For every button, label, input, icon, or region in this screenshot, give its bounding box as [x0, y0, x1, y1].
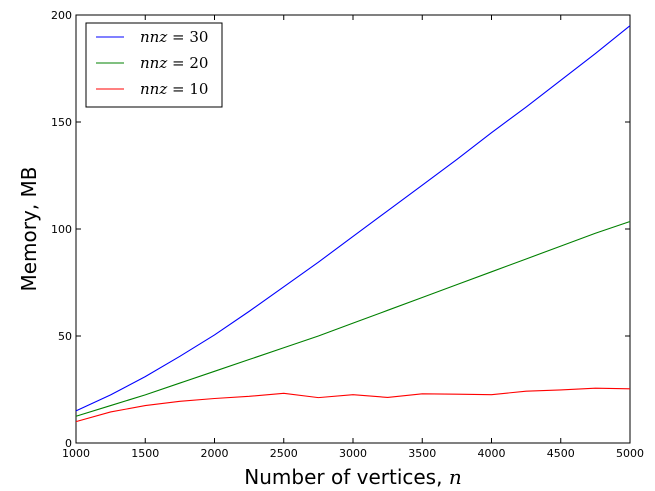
legend: nnz = 30 nnz = 20 nnz = 10 — [85, 22, 223, 108]
series-line — [75, 25, 631, 412]
x-axis-label: Number of vertices, n — [244, 465, 461, 489]
x-tick-label: 1500 — [131, 447, 159, 460]
x-tick-label: 4000 — [478, 447, 506, 460]
y-tick-label: 200 — [51, 9, 72, 22]
x-tick-label: 1000 — [62, 447, 90, 460]
x-tick-label: 3000 — [339, 447, 367, 460]
legend-entry-label: nnz = 10 — [140, 80, 208, 98]
y-tick-label: 150 — [51, 116, 72, 129]
x-tick-label: 4500 — [547, 447, 575, 460]
series-line — [75, 220, 631, 417]
legend-entry-label: nnz = 30 — [140, 28, 208, 46]
x-tick-label: 3500 — [408, 447, 436, 460]
y-axis-ticks: 0 50 100 150 200 — [51, 9, 630, 450]
x-axis-ticks: 1000 1500 2000 2500 3000 3500 4000 4500 5000 — [62, 15, 644, 460]
x-tick-label: 2000 — [201, 447, 229, 460]
legend-entry-label: nnz = 20 — [140, 54, 208, 72]
y-tick-label: 100 — [51, 223, 72, 236]
x-tick-label: 5000 — [616, 447, 644, 460]
y-axis-label: Memory, MB — [17, 166, 41, 291]
y-tick-label: 0 — [65, 437, 72, 450]
x-tick-label: 2500 — [270, 447, 298, 460]
series-lines — [75, 25, 631, 423]
series-line — [75, 387, 631, 423]
y-tick-label: 50 — [58, 330, 72, 343]
